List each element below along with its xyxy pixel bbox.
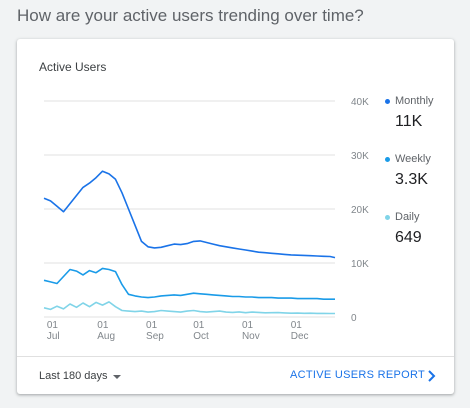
- legend-daily-label: Daily: [395, 211, 420, 223]
- y-tick-label: 0: [351, 313, 357, 324]
- x-tick-month: Dec: [291, 331, 309, 342]
- x-tick-day: 01: [193, 320, 205, 331]
- x-tick-day: 01: [47, 320, 59, 331]
- date-range-dropdown[interactable]: Last 180 days: [39, 370, 121, 382]
- y-tick-label: 40K: [351, 97, 369, 108]
- series-line-daily: [43, 301, 335, 315]
- legend-monthly: Monthly 11K: [385, 95, 434, 131]
- legend-daily-value: 649: [395, 229, 422, 246]
- active-users-report-link[interactable]: ACTIVE USERS REPORT: [290, 369, 426, 381]
- x-tick-month: Oct: [193, 331, 209, 342]
- series-line-monthly: [43, 170, 336, 259]
- legend-daily: Daily 649: [385, 211, 422, 247]
- date-range-label: Last 180 days: [39, 370, 108, 382]
- x-tick-day: 01: [97, 320, 109, 331]
- active-users-chart: 40K30K20K10K001Jul01Aug01Sep01Oct01Nov01…: [43, 97, 369, 342]
- y-tick-label: 20K: [351, 205, 369, 216]
- legend-weekly-value: 3.3K: [395, 171, 428, 188]
- active-users-card: Active Users 40K 30K 20K 10K 0 01 Jul 01 Aug 01 Se…: [17, 39, 454, 394]
- x-tick-day: 01: [146, 320, 158, 331]
- legend-weekly: Weekly 3.3K: [385, 153, 431, 189]
- legend-weekly-label: Weekly: [395, 153, 431, 165]
- legend-monthly-label: Monthly: [395, 95, 434, 107]
- x-tick-month: Aug: [97, 331, 115, 342]
- x-tick-day: 01: [242, 320, 254, 331]
- card-title: Active Users: [39, 60, 107, 74]
- chevron-right-icon[interactable]: [427, 370, 437, 382]
- legend-weekly-dot: [385, 156, 390, 162]
- card-footer-divider: [17, 356, 454, 357]
- legend-monthly-value: 11K: [395, 113, 423, 130]
- x-tick-month: Jul: [47, 331, 60, 342]
- x-tick-month: Sep: [146, 331, 164, 342]
- y-tick-label: 10K: [351, 259, 369, 270]
- legend-monthly-dot: [385, 98, 390, 104]
- y-tick-label: 30K: [351, 151, 369, 162]
- caret-down-icon: [112, 374, 121, 379]
- legend-daily-dot: [385, 214, 390, 220]
- x-tick-day: 01: [291, 320, 303, 331]
- series-line-weekly: [43, 267, 335, 301]
- x-tick-month: Nov: [242, 331, 260, 342]
- page-question: How are your active users trending over …: [17, 6, 364, 25]
